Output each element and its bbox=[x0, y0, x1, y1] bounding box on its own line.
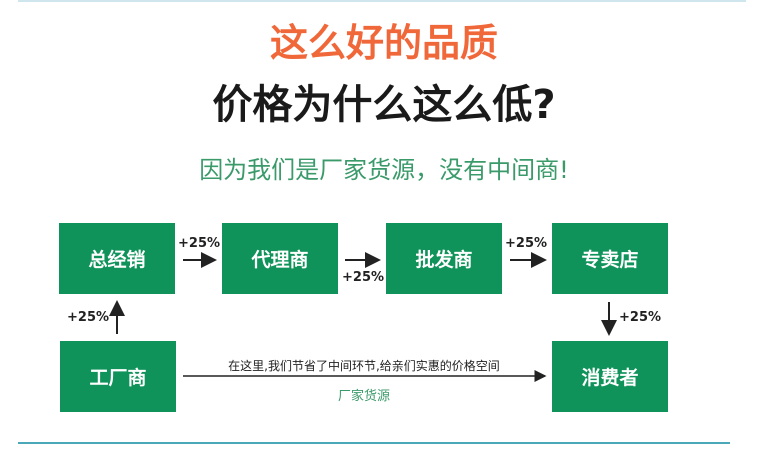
markup-agent-to-wholesaler: +25% bbox=[342, 270, 385, 285]
node-store: 专卖店 bbox=[552, 223, 668, 294]
markup-general-to-agent: +25% bbox=[178, 236, 221, 251]
node-general-distributor: 总经销 bbox=[59, 223, 175, 294]
node-wholesaler: 批发商 bbox=[386, 223, 502, 294]
markup-store-to-consumer: +25% bbox=[619, 310, 662, 325]
node-consumer: 消费者 bbox=[552, 341, 668, 412]
direct-label: 厂家货源 bbox=[337, 389, 390, 404]
subtitle: 因为我们是厂家货源，没有中间商! bbox=[199, 156, 569, 184]
direct-note: 在这里,我们节省了中间环节,给亲们实惠的价格空间 bbox=[228, 359, 500, 373]
markup-wholesaler-to-store: +25% bbox=[505, 236, 548, 251]
node-agent: 代理商 bbox=[222, 223, 338, 294]
headline-black: 价格为什么这么低? bbox=[212, 82, 556, 128]
top-divider bbox=[18, 0, 746, 2]
markup-factory-to-general: +25% bbox=[67, 310, 110, 325]
bottom-divider bbox=[18, 442, 730, 444]
node-factory: 工厂商 bbox=[60, 341, 176, 412]
headline-orange: 这么好的品质 bbox=[269, 21, 498, 65]
